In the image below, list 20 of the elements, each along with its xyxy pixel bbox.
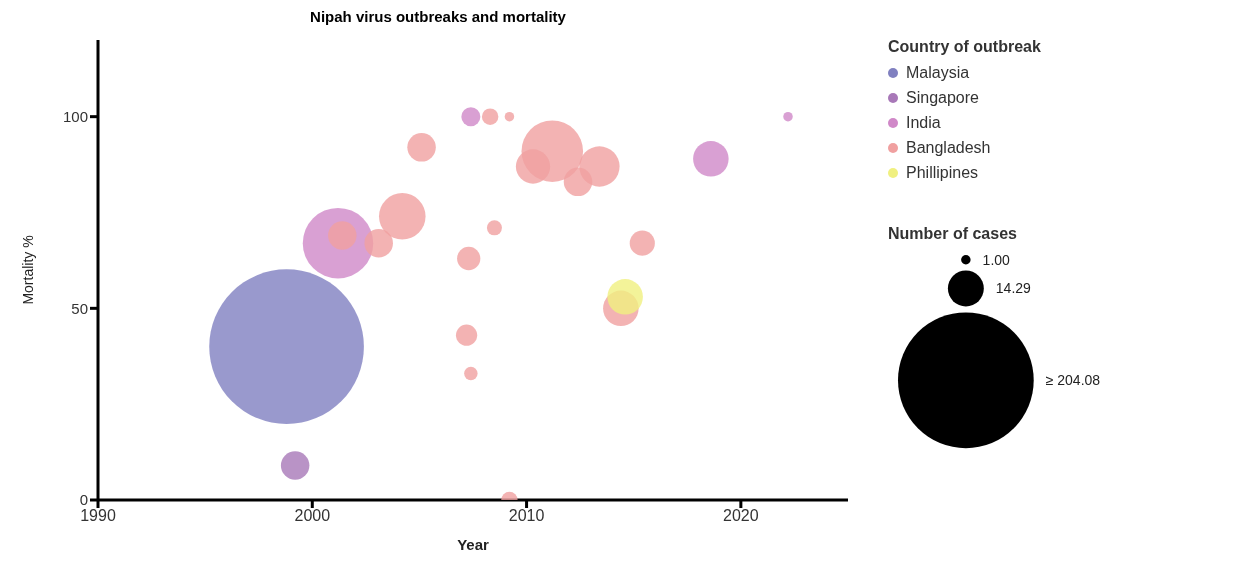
text: Number of cases (888, 225, 1018, 243)
x-tick-label: 2010 (508, 507, 545, 525)
legend-title: Country of outbreak (888, 38, 1042, 56)
legend-label: ≥ 204.08 (1045, 372, 1101, 389)
y-tick-label: 50 (71, 299, 88, 317)
chart-title: Nipah virus outbreaks and mortality (309, 8, 567, 25)
legend-label: India (906, 113, 941, 132)
x-tick-label: 1990 (80, 507, 116, 525)
x-axis-title: Year (457, 536, 490, 553)
x-tick-label: 2000 (294, 507, 331, 525)
legend-label: Singapore (906, 88, 979, 107)
x-tick-label: 2020 (723, 507, 759, 525)
y-tick-label: 100 (62, 107, 88, 125)
legend-label: 14.29 (995, 280, 1032, 297)
y-axis-title: Mortality % (19, 235, 36, 305)
legend-label: 1.00 (982, 251, 1011, 268)
legend-label: Phillipines (906, 163, 979, 182)
legend-label: Bangladesh (906, 138, 991, 157)
y-tick-label: 0 (79, 491, 88, 509)
legend-label: Malaysia (906, 63, 970, 82)
